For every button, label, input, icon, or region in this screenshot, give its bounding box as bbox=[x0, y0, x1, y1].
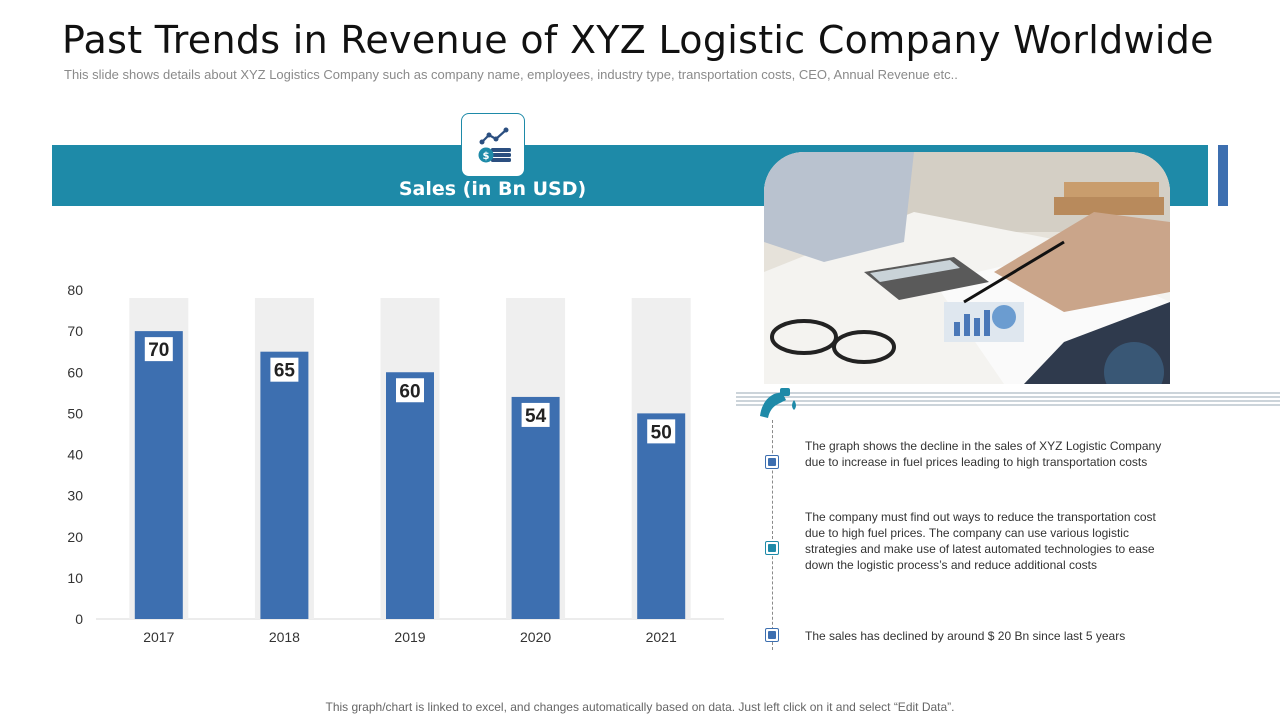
y-tick-label: 40 bbox=[67, 447, 83, 463]
page-subtitle: This slide shows details about XYZ Logis… bbox=[64, 67, 958, 82]
sales-bar-chart: 0 10 20 30 40 50 60 70 80 70 2017 65 2018 60 2019 54 202… bbox=[67, 282, 724, 645]
data-label-box bbox=[396, 378, 424, 403]
note-point-1: The graph shows the decline in the sales… bbox=[805, 439, 1162, 469]
y-tick-label: 60 bbox=[67, 364, 83, 380]
data-label: 70 bbox=[148, 340, 169, 361]
note-point-3: The sales has declined by around $ 20 Bn… bbox=[805, 629, 1126, 643]
banner-accent-bar bbox=[1218, 145, 1228, 206]
data-label: 65 bbox=[274, 361, 296, 382]
fuel-pump-icon bbox=[760, 388, 796, 418]
x-tick-label: 2021 bbox=[646, 629, 677, 645]
y-tick-label: 0 bbox=[75, 611, 83, 627]
data-label: 60 bbox=[399, 381, 420, 402]
note-bullet-2 bbox=[765, 541, 779, 555]
data-label-box bbox=[270, 357, 299, 382]
y-tick-label: 20 bbox=[67, 529, 83, 545]
data-label-box bbox=[144, 337, 173, 362]
x-tick-label: 2020 bbox=[520, 629, 551, 645]
business-desk-photo bbox=[764, 152, 1170, 384]
y-tick-label: 80 bbox=[67, 282, 83, 298]
bar bbox=[134, 331, 183, 619]
y-tick-label: 10 bbox=[67, 570, 83, 586]
x-tick-label: 2018 bbox=[269, 629, 300, 645]
x-tick-label: 2017 bbox=[143, 629, 174, 645]
data-label-box bbox=[647, 419, 676, 444]
bar bbox=[637, 413, 686, 619]
y-tick-label: 50 bbox=[67, 405, 83, 421]
note-bullet-1 bbox=[765, 455, 779, 469]
data-label: 50 bbox=[651, 422, 672, 443]
notes-timeline bbox=[772, 420, 774, 650]
sales-chart-coins-icon: $ bbox=[461, 113, 525, 177]
bar bbox=[386, 372, 434, 619]
data-label-box bbox=[521, 402, 550, 427]
svg-text:$: $ bbox=[483, 151, 490, 162]
y-tick-label: 70 bbox=[67, 323, 83, 339]
page-title: Past Trends in Revenue of XYZ Logistic C… bbox=[62, 18, 1214, 62]
data-label: 54 bbox=[525, 406, 547, 427]
note-bullet-3 bbox=[765, 628, 779, 642]
decorative-lines bbox=[736, 392, 1280, 406]
x-tick-label: 2019 bbox=[394, 629, 425, 645]
y-tick-label: 30 bbox=[67, 488, 83, 504]
bar bbox=[511, 396, 560, 619]
banner-label: Sales (in Bn USD) bbox=[398, 178, 587, 200]
bar bbox=[260, 351, 309, 619]
note-point-2: The company must find out ways to reduce… bbox=[805, 510, 1156, 572]
footer-note: This graph/chart is linked to excel, and… bbox=[325, 700, 955, 714]
